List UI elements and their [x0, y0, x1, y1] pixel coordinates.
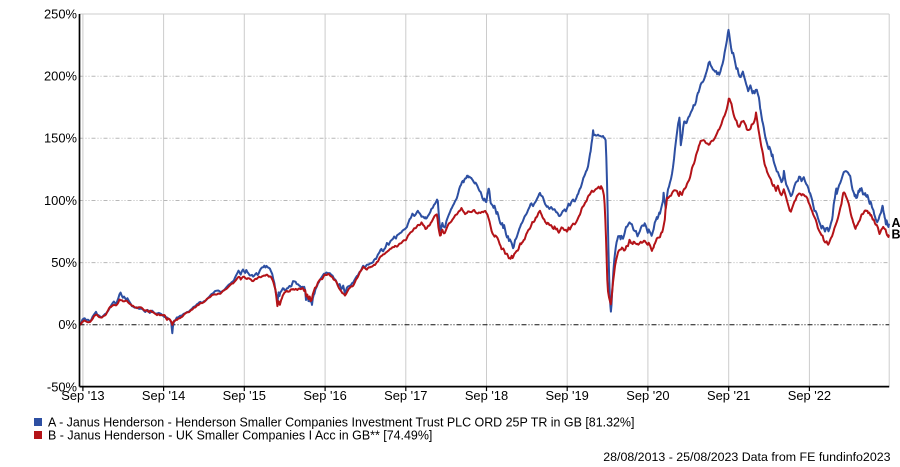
svg-text:0%: 0% [58, 317, 77, 332]
svg-text:Sep '18: Sep '18 [465, 388, 508, 403]
svg-text:28/08/2013 - 25/08/2023 Data f: 28/08/2013 - 25/08/2023 Data from FE fun… [603, 450, 890, 464]
svg-text:Sep '21: Sep '21 [707, 388, 750, 403]
svg-text:200%: 200% [44, 69, 77, 84]
svg-text:Sep '16: Sep '16 [303, 388, 346, 403]
svg-text:B: B [892, 228, 900, 242]
svg-text:150%: 150% [44, 131, 77, 146]
svg-text:Sep '20: Sep '20 [626, 388, 669, 403]
svg-text:-50%: -50% [47, 379, 77, 394]
svg-text:Sep '19: Sep '19 [546, 388, 589, 403]
svg-text:250%: 250% [44, 6, 77, 21]
svg-text:Sep '13: Sep '13 [61, 388, 104, 403]
svg-text:50%: 50% [51, 255, 77, 270]
svg-text:100%: 100% [44, 193, 77, 208]
svg-text:A: A [892, 216, 900, 230]
svg-text:Sep '17: Sep '17 [384, 388, 427, 403]
svg-text:B - Janus Henderson - UK Small: B - Janus Henderson - UK Smaller Compani… [48, 429, 432, 443]
svg-text:Sep '22: Sep '22 [788, 388, 831, 403]
svg-text:A - Janus Henderson - Henderso: A - Janus Henderson - Henderson Smaller … [48, 416, 634, 430]
svg-text:Sep '14: Sep '14 [142, 388, 185, 403]
svg-text:Sep '15: Sep '15 [223, 388, 266, 403]
